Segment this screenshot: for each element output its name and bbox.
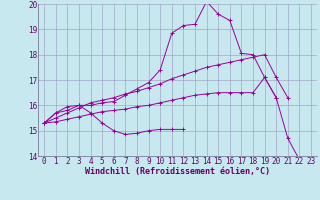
X-axis label: Windchill (Refroidissement éolien,°C): Windchill (Refroidissement éolien,°C): [85, 167, 270, 176]
